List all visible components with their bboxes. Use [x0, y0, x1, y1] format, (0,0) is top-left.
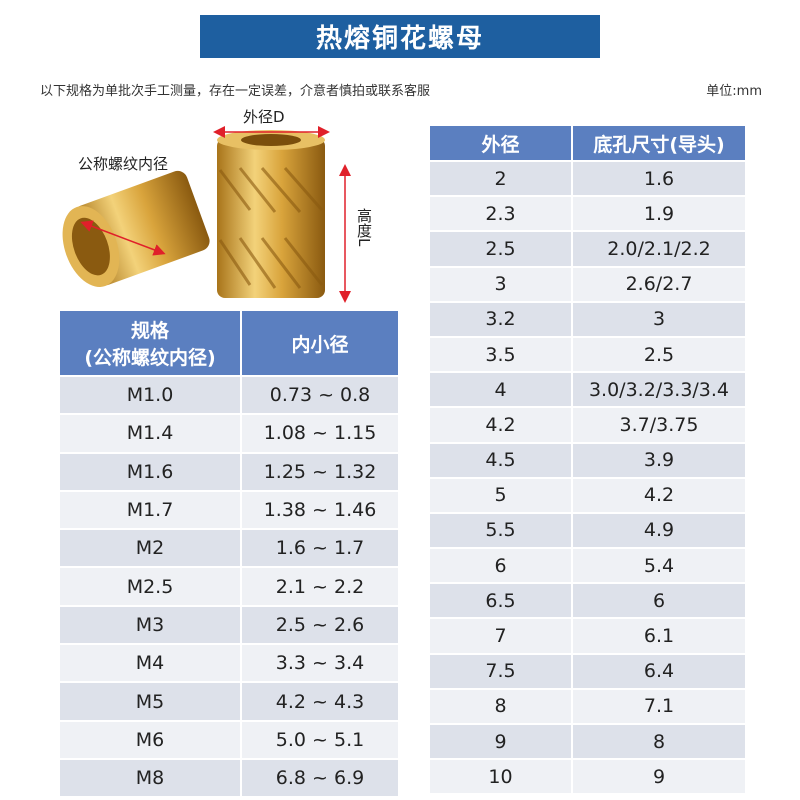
table-cell: 1.08 ~ 1.15 — [242, 415, 398, 452]
table-cell: 2.0/2.1/2.2 — [573, 232, 745, 266]
table-cell: 5.4 — [573, 549, 745, 583]
insert-side — [62, 170, 210, 287]
knurl — [218, 167, 324, 289]
table-cell: M1.4 — [60, 415, 240, 452]
table-cell: 3 — [430, 267, 571, 301]
table-cell: 6.1 — [573, 619, 745, 653]
header-text: (公称螺纹内径) — [84, 347, 216, 369]
table-cell: 6 — [573, 584, 745, 618]
insert-hole — [241, 134, 301, 146]
product-figure — [62, 126, 351, 303]
table-cell: 4.2 ~ 4.3 — [242, 683, 398, 720]
table-cell: 4.2 — [430, 408, 571, 442]
table-cell: 3.0/3.2/3.3/3.4 — [573, 373, 745, 407]
table-cell: 3.9 — [573, 443, 745, 477]
table-cell: 9 — [573, 760, 745, 794]
table-cell: 5 — [430, 478, 571, 512]
table-cell: 3.5 — [430, 337, 571, 372]
header-text: 规格 — [130, 320, 169, 342]
header-cell: 外径 — [430, 126, 571, 160]
table-cell: 2.5 — [573, 337, 745, 372]
dim-thread — [80, 220, 166, 256]
table-cell: 1.25 ~ 1.32 — [242, 453, 398, 490]
table-cell: 2.5 — [430, 232, 571, 266]
table-cell: 3 — [573, 302, 745, 336]
title-banner: 热熔铜花螺母 — [200, 15, 600, 58]
table-cell: 8 — [573, 725, 745, 759]
label-d: 外径D — [243, 108, 285, 126]
table-cell: 3.7/3.75 — [573, 408, 745, 442]
table-cell: 0.73 ~ 0.8 — [242, 377, 398, 414]
table-cell: 2.5 ~ 2.6 — [242, 606, 398, 644]
table-cell: 1.6 ~ 1.7 — [242, 530, 398, 567]
label-thread: 公称螺纹内径 — [78, 155, 169, 173]
table-cell: 2.6/2.7 — [573, 267, 745, 301]
table-cell: 7.1 — [573, 689, 745, 723]
table-cell: M3 — [60, 606, 240, 644]
table-cell: 1.6 — [573, 162, 745, 196]
table-cell: 4 — [430, 373, 571, 407]
table-cell: M2.5 — [60, 568, 240, 605]
label-l: 高度L — [355, 208, 373, 247]
table-cell: M6 — [60, 721, 240, 758]
table-cell: M5 — [60, 683, 240, 720]
table-cell: 10 — [430, 760, 571, 794]
table-cell: M2 — [60, 530, 240, 567]
left-table: 规格 (公称螺纹内径) 内小径 M1.0 0.73 ~ 0.8 M1.4 1.08 ~ 1.… — [60, 311, 398, 797]
table-cell: M1.6 — [60, 453, 240, 490]
table-cell: 1.9 — [573, 197, 745, 231]
unit: 单位:mm — [706, 84, 762, 99]
title: 热熔铜花螺母 — [315, 24, 484, 54]
header-cell: 规格 (公称螺纹内径) — [60, 311, 240, 375]
table-cell: 3.2 — [430, 302, 571, 336]
table-cell: 6 — [430, 549, 571, 583]
table-cell: 2 — [430, 162, 571, 196]
header-text: 内小径 — [291, 333, 349, 356]
table-cell: 5.5 — [430, 513, 571, 548]
table-cell: M8 — [60, 759, 240, 797]
insert-body — [217, 138, 325, 298]
table-cell: 8 — [430, 689, 571, 723]
right-table: 外径 底孔尺寸(导头) 2 1.6 2.3 1.9 2.5 2.0/2.1/2.2 3 2.6/2… — [430, 126, 745, 794]
table-cell: 7.5 — [430, 654, 571, 688]
table-cell: 7 — [430, 619, 571, 653]
header-cell: 内小径 — [242, 311, 398, 375]
table-cell: 6.4 — [573, 654, 745, 688]
table-cell: 2.3 — [430, 197, 571, 231]
note: 以下规格为单批次手工测量，存在一定误差，介意者慎拍或联系客服 — [40, 84, 431, 99]
table-cell: M1.7 — [60, 491, 240, 529]
table-cell: 4.5 — [430, 443, 571, 477]
table-cell: 3.3 ~ 3.4 — [242, 645, 398, 682]
table-cell: 6.8 ~ 6.9 — [242, 759, 398, 797]
table-cell: 9 — [430, 725, 571, 759]
table-cell: 4.9 — [573, 513, 745, 548]
table-cell: 2.1 ~ 2.2 — [242, 568, 398, 605]
table-cell: 6.5 — [430, 584, 571, 618]
table-cell: M4 — [60, 645, 240, 682]
table-cell: M1.0 — [60, 377, 240, 414]
table-cell: 5.0 ~ 5.1 — [242, 721, 398, 758]
header-cell: 底孔尺寸(导头) — [573, 126, 745, 160]
table-cell: 4.2 — [573, 478, 745, 512]
table-cell: 1.38 ~ 1.46 — [242, 491, 398, 529]
